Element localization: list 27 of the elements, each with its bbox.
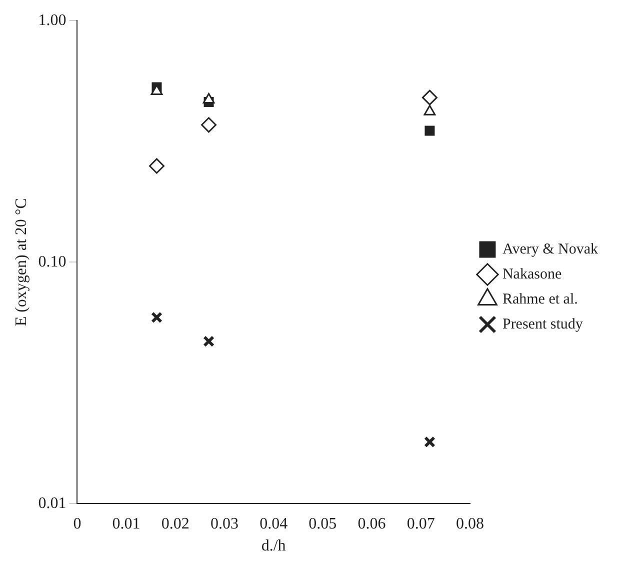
x-tick-label: 0 [73, 515, 82, 532]
legend-label: Avery & Novak [502, 241, 598, 258]
x-tick-label: 0.06 [358, 515, 386, 532]
point [201, 117, 217, 133]
legend-label: Present study [502, 316, 584, 332]
point [424, 126, 435, 136]
point [202, 93, 215, 104]
point [150, 312, 162, 324]
x-axis-title: d./h [261, 538, 286, 555]
x-tick-label: 0.05 [308, 515, 337, 532]
legend-label: Nakasone [502, 266, 562, 282]
legend-label: Rahme et al. [502, 291, 578, 308]
y-tick-label: 0.01 [38, 494, 66, 512]
point [424, 104, 436, 116]
x-tick-label: 0.02 [161, 515, 190, 532]
y-tick-label: 1.00 [38, 12, 66, 29]
x-tick-label: 0.04 [260, 515, 288, 532]
point [422, 90, 438, 106]
y-axis-title: E (oxygen) at 20 °C [12, 198, 30, 326]
point [148, 158, 164, 174]
point [424, 436, 436, 448]
x-tick-label: 0.07 [406, 515, 435, 532]
x-tick-label: 0.01 [112, 515, 140, 532]
x-tick-label: 0.08 [456, 515, 484, 532]
point [203, 336, 215, 348]
y-tick-label: 0.10 [38, 253, 66, 270]
x-tick-label: 0.03 [210, 515, 238, 532]
